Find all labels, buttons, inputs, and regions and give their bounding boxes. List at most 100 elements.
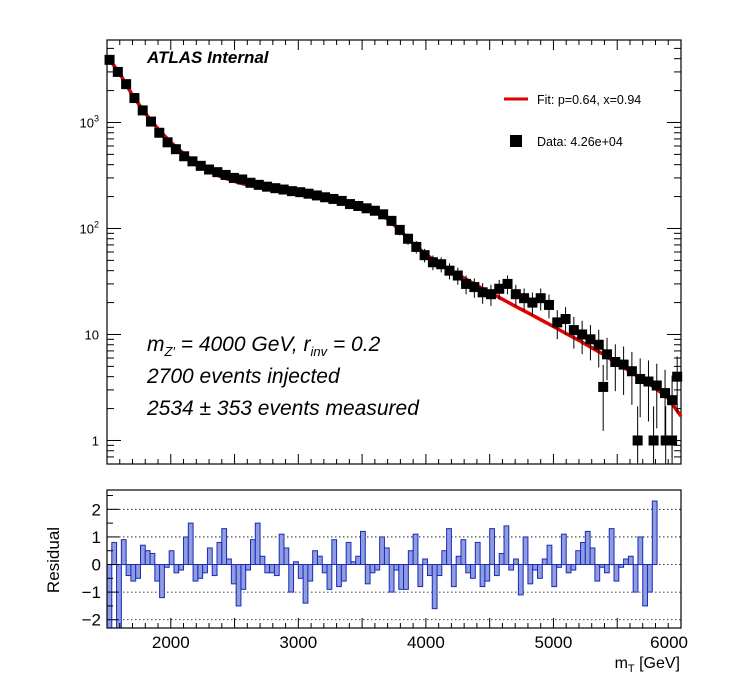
residual-bar <box>522 536 529 566</box>
fit-curve <box>105 55 683 418</box>
data-marker <box>187 156 198 167</box>
legend: Fit: p=0.64, x=0.94 Data: 4.26e+04 <box>504 93 641 149</box>
data-point <box>494 279 505 300</box>
data-point <box>419 248 430 263</box>
data-marker <box>660 435 671 446</box>
data-marker <box>510 289 521 300</box>
data-marker <box>353 200 364 211</box>
residual-y-tick-label: 2 <box>92 500 101 519</box>
residual-bar <box>178 564 185 571</box>
residual-bar <box>489 528 495 566</box>
data-point <box>585 324 596 361</box>
data-point <box>469 278 480 298</box>
data-point <box>485 284 496 306</box>
residual-y-axis-label: Residual <box>44 527 63 593</box>
residual-bar <box>350 561 357 566</box>
x-axis-label: mT [GeV] <box>615 655 680 675</box>
residual-bar <box>383 547 390 566</box>
data-marker <box>311 190 322 201</box>
data-point <box>220 169 231 180</box>
data-marker <box>295 187 306 198</box>
data-marker <box>660 388 671 399</box>
residual-bar <box>173 564 180 574</box>
data-point <box>660 406 671 464</box>
data-marker <box>632 435 643 446</box>
data-point <box>386 215 397 226</box>
atlas-label: ATLAS Internal <box>146 48 270 67</box>
data-point <box>560 307 571 336</box>
residual-bar <box>537 564 543 579</box>
data-point <box>237 174 248 185</box>
data-point <box>204 164 215 175</box>
residual-y-tick-label: 0 <box>92 556 101 575</box>
residual-bar <box>388 564 395 593</box>
data-point <box>502 275 513 295</box>
residual-bar <box>642 564 649 607</box>
residual-bar <box>398 564 405 590</box>
data-point <box>328 193 339 204</box>
data-point <box>444 263 455 280</box>
data-marker <box>436 259 447 270</box>
data-point <box>369 205 380 216</box>
data-point <box>361 203 372 214</box>
data-point <box>303 188 314 199</box>
annotation-line-2: 2700 events injected <box>146 365 341 388</box>
data-marker <box>204 164 215 175</box>
data-point <box>320 192 331 203</box>
data-point <box>618 346 629 395</box>
x-tick-labels: 2000 3000 4000 5000 6000 <box>152 633 688 652</box>
residual-bar <box>302 564 309 604</box>
residual-bar <box>422 558 428 566</box>
residual-y-tick-labels: −2 −1 0 1 2 <box>82 500 101 629</box>
data-point <box>568 316 579 349</box>
residual-bar <box>637 536 644 566</box>
data-marker <box>643 376 654 387</box>
residual-bar <box>340 564 347 582</box>
data-marker <box>170 144 181 155</box>
residual-bar <box>135 564 141 579</box>
residual-bar <box>125 564 132 577</box>
residual-bar <box>446 528 452 566</box>
residual-bar <box>651 500 658 566</box>
residual-bar <box>316 555 323 566</box>
data-marker <box>104 54 115 65</box>
residual-bar <box>154 564 161 582</box>
residual-bar <box>106 564 113 629</box>
data-marker <box>626 366 637 377</box>
residual-bar <box>216 541 223 566</box>
residual-bar <box>149 552 156 566</box>
data-point <box>436 257 447 273</box>
data-marker <box>129 93 140 104</box>
residual-bar <box>627 555 634 566</box>
data-marker <box>444 265 455 276</box>
residual-bar <box>647 564 653 593</box>
residual-bar <box>183 536 189 566</box>
data-marker <box>419 250 430 261</box>
data-marker <box>635 374 646 385</box>
residual-bar <box>551 564 558 588</box>
data-point <box>394 224 405 236</box>
residual-bar <box>364 564 371 585</box>
data-marker <box>262 181 273 192</box>
data-marker <box>121 79 132 90</box>
data-point <box>535 288 546 311</box>
residual-bar <box>613 564 620 582</box>
residual-bar <box>331 539 338 566</box>
residual-bar <box>498 552 505 566</box>
residual-bar <box>206 547 213 566</box>
residual-bar <box>211 564 218 577</box>
data-point <box>170 144 181 155</box>
data-marker <box>303 188 314 199</box>
data-point <box>577 320 588 355</box>
data-point <box>129 93 140 104</box>
residual-bar <box>436 564 443 577</box>
data-point <box>672 356 683 414</box>
residual-bar <box>484 564 491 582</box>
data-marker <box>394 224 405 235</box>
data-marker <box>195 160 206 171</box>
data-point <box>245 177 256 188</box>
residual-bar <box>187 522 194 566</box>
data-marker <box>477 287 488 298</box>
fit-layer <box>105 55 683 418</box>
residual-bar <box>465 564 472 574</box>
